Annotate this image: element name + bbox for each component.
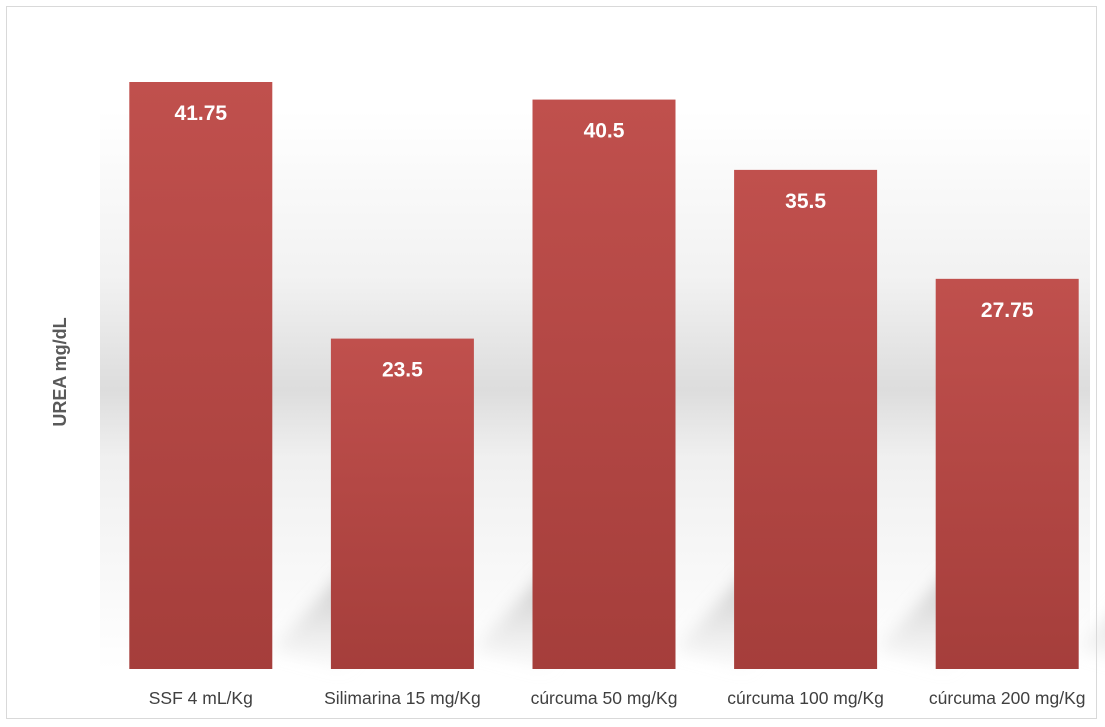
bar: [935, 278, 1079, 669]
bar: [330, 338, 474, 669]
data-label: 40.5: [584, 120, 625, 143]
bar: [532, 99, 676, 670]
data-label: 23.5: [382, 359, 423, 382]
category-tick-label: SSF 4 mL/Kg: [149, 688, 253, 708]
category-tick-label: cúrcuma 100 mg/Kg: [727, 688, 884, 708]
bar-shadow: [1078, 620, 1105, 657]
data-labels-group: 41.75 23.5 40.5 35.5 27.75: [175, 102, 1034, 382]
category-tick-label: cúrcuma 200 mg/Kg: [929, 688, 1086, 708]
y-axis-label: UREA mg/dL: [50, 317, 70, 426]
category-tick-label: cúrcuma 50 mg/Kg: [531, 688, 678, 708]
category-tick-label: Silimarina 15 mg/Kg: [324, 688, 481, 708]
bars-group: [129, 82, 1079, 670]
data-label: 35.5: [785, 190, 826, 213]
data-label: 27.75: [981, 299, 1034, 322]
category-ticks-group: SSF 4 mL/Kg Silimarina 15 mg/Kg cúrcuma 50…: [149, 688, 1086, 708]
bar: [129, 82, 273, 669]
bar: [734, 169, 878, 669]
data-label: 41.75: [175, 102, 228, 125]
